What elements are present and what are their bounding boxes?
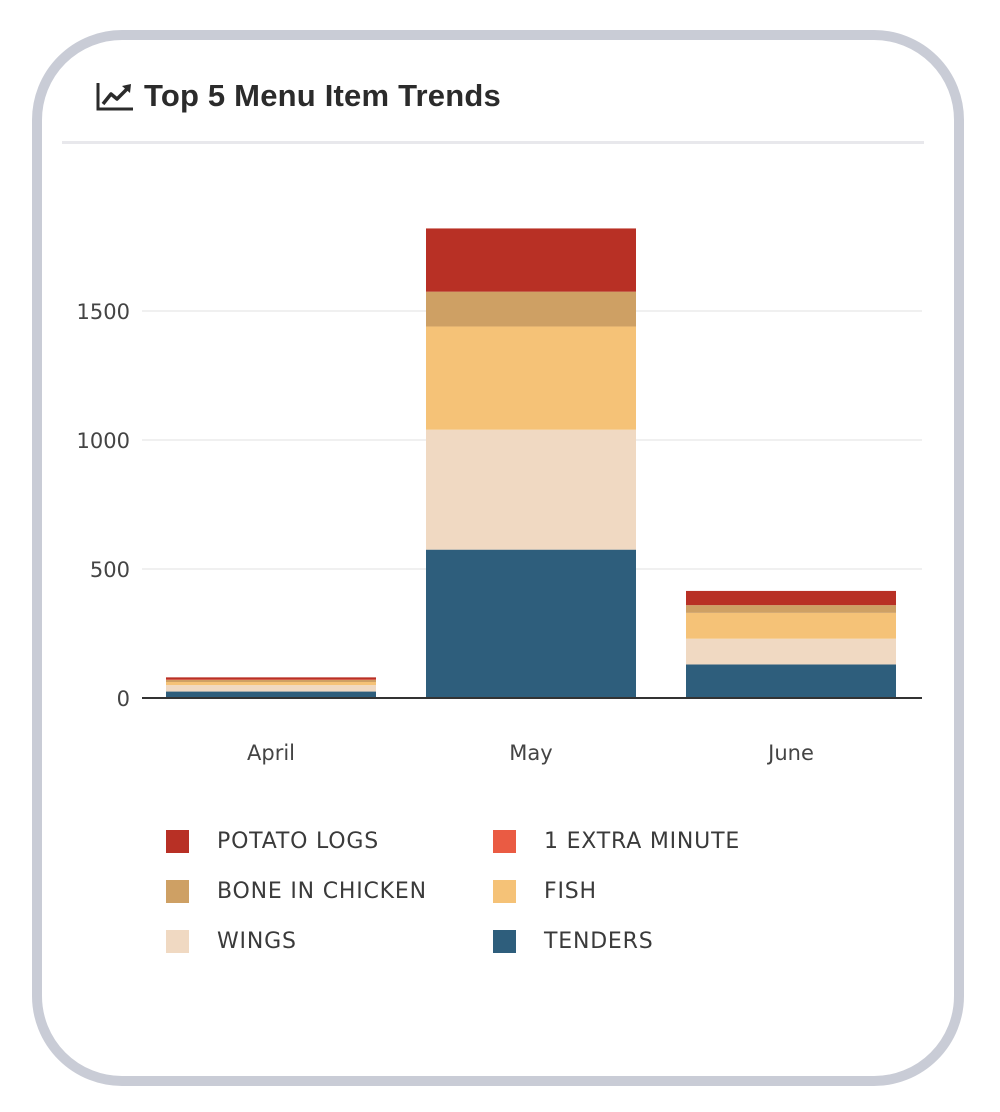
bar-segment bbox=[166, 679, 376, 683]
bar-segment bbox=[166, 679, 376, 680]
legend-swatch bbox=[166, 829, 189, 853]
y-tick-label: 500 bbox=[90, 558, 130, 582]
y-tick-label: 1500 bbox=[77, 300, 130, 324]
legend-label: BONE IN CHICKEN bbox=[217, 878, 427, 904]
legend-item: FISH bbox=[493, 876, 597, 906]
legend-swatch bbox=[493, 879, 516, 903]
x-tick-label: May bbox=[509, 741, 552, 765]
legend-label: WINGS bbox=[217, 928, 297, 954]
legend-item: TENDERS bbox=[493, 926, 654, 956]
legend-item: WINGS bbox=[166, 926, 297, 956]
bar-segment bbox=[426, 228, 636, 292]
legend-item: 1 EXTRA MINUTE bbox=[493, 826, 740, 856]
legend-label: TENDERS bbox=[544, 928, 654, 954]
legend-label: POTATO LOGS bbox=[217, 828, 380, 854]
trend-chart-icon bbox=[96, 83, 133, 111]
legend-label: 1 EXTRA MINUTE bbox=[544, 828, 741, 854]
bar-segment bbox=[426, 291, 636, 327]
legend-swatch bbox=[166, 879, 189, 903]
card-title: Top 5 Menu Item Trends bbox=[144, 78, 501, 113]
bar-segment bbox=[166, 682, 376, 686]
x-tick-label: April bbox=[247, 741, 295, 765]
y-tick-label: 1000 bbox=[77, 429, 130, 453]
bar-segment bbox=[686, 638, 896, 665]
bar-segment bbox=[686, 605, 896, 613]
bar-segment bbox=[426, 429, 636, 550]
bar-segment bbox=[686, 590, 896, 606]
bar-segment bbox=[426, 326, 636, 430]
legend-item: POTATO LOGS bbox=[166, 826, 379, 856]
bar-segment bbox=[166, 691, 376, 698]
bar-segment bbox=[686, 664, 896, 698]
legend-swatch bbox=[166, 929, 189, 953]
card-header: Top 5 Menu Item Trends bbox=[96, 76, 501, 116]
legend-label: FISH bbox=[544, 878, 597, 904]
bar-segment bbox=[426, 549, 636, 698]
legend-item: BONE IN CHICKEN bbox=[166, 876, 427, 906]
legend-swatch bbox=[493, 929, 516, 953]
x-tick-label: June bbox=[766, 741, 814, 765]
header-divider bbox=[62, 141, 924, 144]
y-tick-label: 0 bbox=[117, 687, 130, 711]
bar-segment bbox=[166, 685, 376, 692]
bar-segment bbox=[686, 612, 896, 639]
bar-segment bbox=[166, 677, 376, 680]
legend-swatch bbox=[493, 829, 516, 853]
